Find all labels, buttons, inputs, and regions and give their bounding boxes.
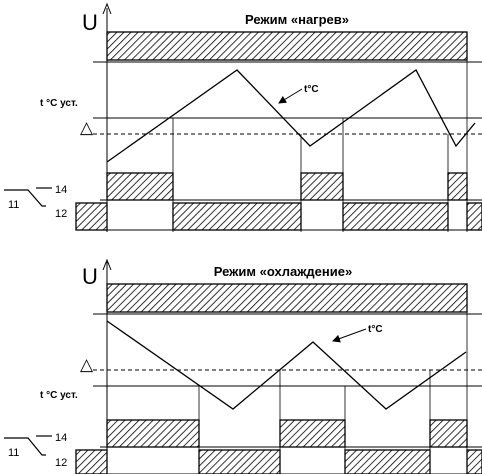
cooling-contact14-pulse <box>279 419 346 448</box>
heating-contact14-pulse <box>447 172 468 201</box>
heating-contact-symbol-icon <box>4 189 46 207</box>
cooling-terminal-12: 12 <box>55 457 67 469</box>
cooling-terminal-11: 11 <box>8 447 19 459</box>
heating-u-label: U <box>82 10 98 35</box>
cooling-panel: U Режим «охлаждение» △ t °C уст. t°C 11 … <box>4 258 482 474</box>
cooling-contact12-pulse <box>344 449 431 474</box>
cooling-contact12-pulse <box>75 449 108 474</box>
heating-supply-bar <box>106 31 468 61</box>
heating-terminal-11: 11 <box>8 199 19 211</box>
heating-temp-pointer-arrow-icon <box>278 88 303 104</box>
cooling-u-arrow-icon <box>102 258 112 271</box>
heating-panel: U Режим «нагрев» t °C уст. △ t°C <box>4 2 482 232</box>
cooling-contact14-pulse <box>106 419 200 448</box>
cooling-hysteresis-icon: △ <box>80 355 94 374</box>
cooling-contact12-pulse <box>466 449 482 474</box>
cooling-temp-label: t°C <box>368 324 383 335</box>
cooling-setpoint-label: t °C уст. <box>40 390 78 401</box>
heating-terminal-12: 12 <box>55 208 67 220</box>
cooling-title: Режим «охлаждение» <box>214 264 352 279</box>
heating-title: Режим «нагрев» <box>245 12 349 27</box>
cooling-temperature-curve <box>106 320 467 410</box>
cooling-supply-bar <box>106 283 468 313</box>
cooling-terminal-14: 14 <box>55 432 67 444</box>
heating-setpoint-label: t °C уст. <box>40 98 78 109</box>
heating-u-arrow-icon <box>102 2 112 15</box>
heating-temperature-curve <box>106 69 476 163</box>
cooling-contact12-pulse <box>198 449 281 474</box>
heating-contact12-pulse <box>172 202 302 231</box>
heating-contact14-pulse <box>300 172 344 201</box>
heating-contact14-pulse <box>106 172 174 201</box>
cooling-temp-pointer-arrow-icon <box>332 328 367 343</box>
cooling-u-label: U <box>82 264 98 289</box>
heating-contact12-pulse <box>466 202 482 231</box>
heating-temp-label: t°C <box>304 84 319 95</box>
cooling-contact-symbol-icon <box>4 437 46 456</box>
cooling-contact14-pulse <box>429 419 468 448</box>
heating-terminal-14: 14 <box>55 184 67 196</box>
heating-contact12-pulse <box>75 202 108 231</box>
heating-hysteresis-icon: △ <box>80 118 94 137</box>
heating-contact12-pulse <box>342 202 449 231</box>
